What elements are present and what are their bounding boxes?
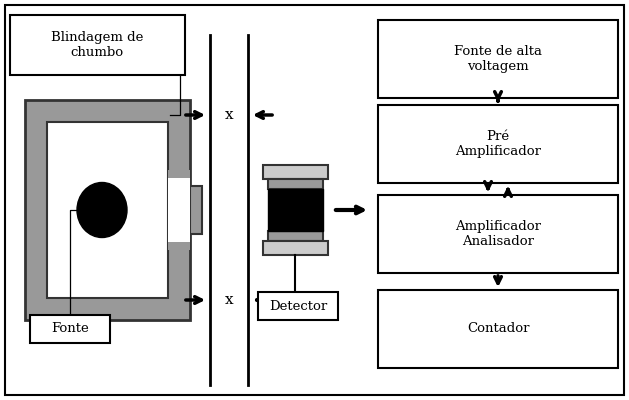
Bar — [268, 179, 323, 189]
Text: Contador: Contador — [467, 322, 529, 336]
Bar — [10, 15, 185, 75]
Bar — [268, 189, 323, 231]
Ellipse shape — [77, 182, 127, 238]
Text: Blindagem de
chumbo: Blindagem de chumbo — [51, 31, 143, 59]
Bar — [190, 186, 202, 234]
Text: Detector: Detector — [269, 300, 327, 312]
Bar — [168, 178, 190, 242]
Bar — [378, 290, 618, 368]
Bar — [168, 170, 190, 250]
Bar — [378, 20, 618, 98]
Bar — [30, 315, 110, 343]
Text: Fonte: Fonte — [51, 322, 89, 336]
Bar — [263, 165, 328, 179]
Text: x: x — [225, 293, 233, 307]
Bar — [258, 292, 338, 320]
Text: Pré
Amplificador: Pré Amplificador — [455, 130, 541, 158]
Text: Fonte de alta
voltagem: Fonte de alta voltagem — [454, 45, 542, 73]
Bar — [25, 100, 190, 320]
Text: x: x — [225, 108, 233, 122]
Text: Amplificador
Analisador: Amplificador Analisador — [455, 220, 541, 248]
Bar — [378, 195, 618, 273]
Bar — [47, 122, 168, 298]
Bar — [268, 231, 323, 241]
Bar — [378, 105, 618, 183]
Bar — [263, 241, 328, 255]
